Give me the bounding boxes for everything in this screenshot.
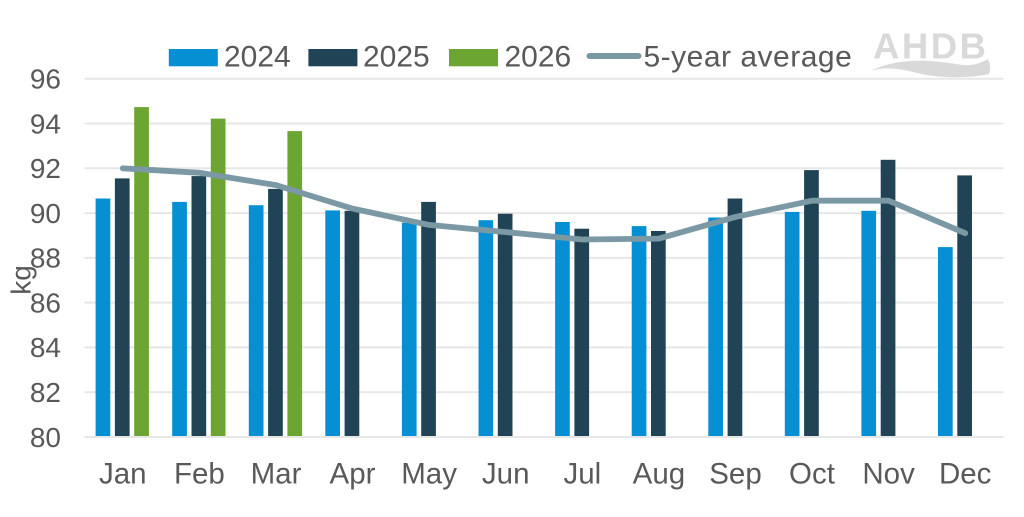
svg-text:90: 90 xyxy=(30,198,61,229)
svg-text:5-year average: 5-year average xyxy=(644,41,853,74)
svg-text:Mar: Mar xyxy=(251,458,302,491)
svg-text:86: 86 xyxy=(30,287,61,318)
svg-text:96: 96 xyxy=(30,64,61,95)
svg-text:Nov: Nov xyxy=(862,458,915,491)
svg-text:Feb: Feb xyxy=(174,458,225,491)
svg-text:2025: 2025 xyxy=(363,41,430,74)
svg-text:Apr: Apr xyxy=(330,458,376,491)
svg-text:84: 84 xyxy=(30,332,61,363)
svg-text:Jan: Jan xyxy=(99,458,147,491)
svg-text:Dec: Dec xyxy=(939,458,991,491)
svg-text:Oct: Oct xyxy=(789,458,835,491)
svg-text:2026: 2026 xyxy=(505,41,572,74)
svg-text:80: 80 xyxy=(30,422,61,453)
svg-text:2024: 2024 xyxy=(224,41,291,74)
svg-text:88: 88 xyxy=(30,243,61,274)
svg-text:May: May xyxy=(401,458,457,491)
svg-text:kg: kg xyxy=(6,265,37,295)
svg-text:92: 92 xyxy=(30,153,61,184)
svg-text:AHDB: AHDB xyxy=(873,26,988,67)
svg-text:Jul: Jul xyxy=(563,458,601,491)
svg-text:Jun: Jun xyxy=(482,458,530,491)
svg-text:Sep: Sep xyxy=(709,458,762,491)
svg-text:Aug: Aug xyxy=(633,458,686,491)
svg-text:94: 94 xyxy=(30,108,61,139)
svg-text:82: 82 xyxy=(30,377,61,408)
